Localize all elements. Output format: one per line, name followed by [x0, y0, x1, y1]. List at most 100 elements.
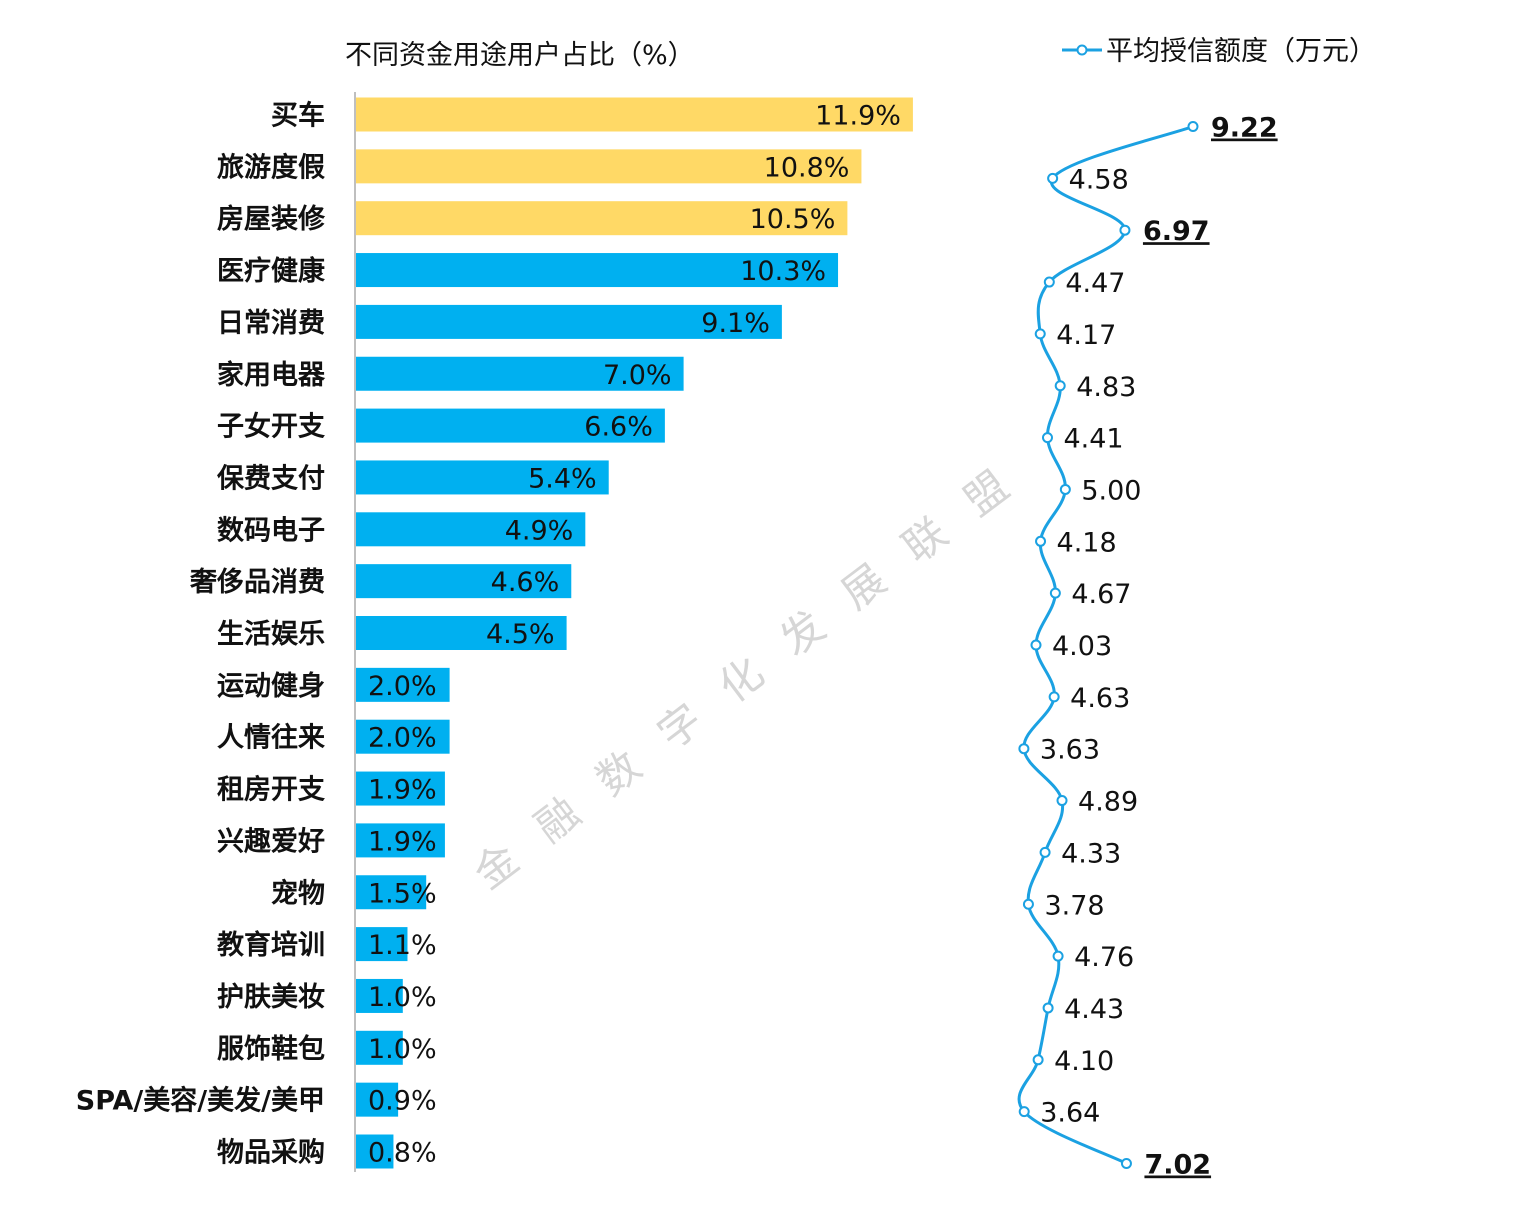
category-label: 人情往来 [217, 722, 325, 754]
category-label: 宠物 [271, 877, 325, 909]
bar [356, 253, 839, 288]
watermark-char: 数 [587, 741, 650, 805]
line-value-label: 3.64 [1040, 1098, 1100, 1129]
category-label: 奢侈品消费 [189, 567, 325, 598]
line-value-label: 5.00 [1081, 475, 1141, 506]
category-label: 数码电子 [217, 515, 325, 546]
watermark-char: 融 [526, 788, 589, 852]
line-value-label: 4.17 [1056, 320, 1116, 351]
credit-line [1017, 125, 1194, 1165]
category-label: SPA/美容/美发/美甲 [76, 1085, 325, 1117]
bar [356, 149, 862, 184]
line-point [1041, 432, 1053, 444]
line-value-label: 4.10 [1054, 1046, 1114, 1077]
bar [356, 512, 586, 547]
line-point [1047, 172, 1059, 184]
bar-value-label: 11.9% [815, 101, 901, 132]
line-point [1022, 898, 1034, 910]
line-point [1018, 743, 1030, 755]
bar [356, 304, 782, 339]
line-value-label: 4.03 [1052, 631, 1112, 662]
line-value-label: 4.43 [1064, 994, 1124, 1025]
watermark-char: 发 [771, 601, 834, 665]
category-label: 护肤美妆 [217, 981, 325, 1013]
line-value-label: 4.63 [1070, 683, 1130, 714]
category-label: 服饰鞋包 [217, 1033, 325, 1065]
bar-value-label: 1.0% [368, 982, 437, 1013]
bar-value-label: 7.0% [603, 360, 672, 391]
line-point [1048, 691, 1060, 703]
bar [356, 771, 445, 806]
bar-value-label: 4.6% [491, 567, 560, 598]
line-value-label: 4.33 [1061, 838, 1121, 869]
bar-value-label: 2.0% [368, 723, 437, 754]
bar-value-label: 10.3% [740, 256, 826, 287]
line-point [1034, 328, 1046, 340]
bar-value-label: 2.0% [368, 671, 437, 702]
bar-value-label: 10.5% [750, 204, 836, 235]
bar [356, 1082, 399, 1117]
bar [356, 616, 567, 650]
bar-value-label: 6.6% [584, 412, 653, 443]
line-point [1119, 224, 1131, 236]
watermark-char: 盟 [955, 461, 1018, 525]
line-point [1052, 950, 1064, 962]
category-label: 旅游度假 [217, 151, 325, 183]
line-point [1039, 846, 1051, 858]
line-value-label: 4.18 [1057, 527, 1117, 558]
line-point [1032, 1054, 1044, 1066]
bar [356, 460, 609, 495]
category-label: 兴趣爱好 [217, 826, 325, 857]
bar [356, 823, 445, 858]
line-value-label: 4.89 [1078, 787, 1138, 818]
bar [356, 1134, 394, 1169]
bar [356, 875, 427, 910]
line-value-label: 4.76 [1074, 942, 1134, 973]
bar-value-label: 0.9% [368, 1086, 437, 1117]
line-value-label: 3.63 [1040, 735, 1100, 766]
line-point [1120, 1158, 1132, 1169]
bar [356, 97, 913, 132]
category-label: 物品采购 [217, 1138, 325, 1169]
bar-value-label: 1.9% [368, 826, 437, 857]
category-label: 房屋装修 [217, 204, 326, 235]
line-value-label: 4.67 [1071, 579, 1131, 610]
watermark-char: 展 [832, 554, 895, 618]
line-value-label: 6.97 [1143, 216, 1210, 247]
legend: 平均授信额度（万元） [1062, 36, 1376, 67]
line-point [1030, 639, 1042, 651]
category-label: 租房开支 [217, 775, 325, 806]
bar [356, 408, 665, 443]
bar [356, 1030, 403, 1065]
line-point [1035, 535, 1047, 547]
line-point [1018, 1106, 1030, 1118]
line-point [1187, 121, 1199, 132]
category-label: 子女开支 [217, 411, 325, 443]
watermark-char: 化 [710, 648, 773, 712]
bar-value-label: 1.5% [368, 878, 437, 909]
line-value-label: 3.78 [1044, 890, 1104, 921]
watermark-char: 联 [894, 508, 957, 572]
line-value-label: 4.47 [1065, 268, 1125, 299]
category-label: 家用电器 [217, 359, 326, 391]
line-point [1043, 276, 1055, 288]
line-point [1042, 1002, 1054, 1014]
line-point [1054, 380, 1066, 392]
bar-value-labels: 11.9% 10.8% 10.5% 10.3% 9.1% 7.0% 6.6% 5.4% 4.9%… [368, 101, 901, 1169]
bar [356, 201, 848, 236]
category-label: 教育培训 [217, 929, 325, 961]
bar-value-label: 4.5% [486, 619, 555, 650]
bar-value-label: 1.9% [368, 775, 437, 806]
bar [356, 978, 403, 1013]
bar-value-label: 0.8% [368, 1138, 437, 1169]
category-label: 运动健身 [217, 670, 325, 702]
bar-value-label: 9.1% [701, 308, 770, 339]
line-value-labels: 9.22 4.58 6.97 4.47 4.17 4.83 4.41 5.00 4.18 4.67… [1040, 113, 1278, 1181]
line-value-label: 4.41 [1063, 424, 1123, 455]
category-label: 保费支付 [216, 463, 325, 494]
bar-series [356, 97, 913, 1169]
bar [356, 356, 684, 391]
line-value-label: 4.58 [1069, 164, 1129, 195]
line-point [1059, 483, 1071, 495]
